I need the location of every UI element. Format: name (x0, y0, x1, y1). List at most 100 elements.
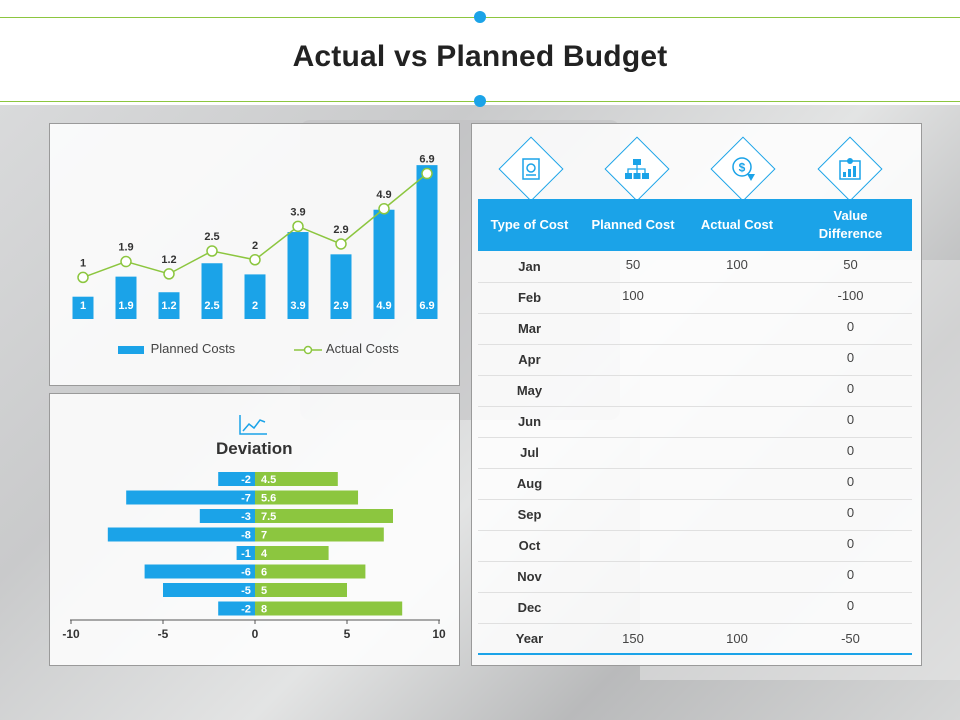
svg-text:$: $ (739, 161, 746, 175)
cell-type: Jan (518, 259, 541, 274)
deviation-x-tick-label: -5 (158, 627, 169, 641)
planned-bar-label: 2.9 (333, 300, 348, 312)
deviation-positive-bar (255, 527, 384, 542)
cell-planned (581, 468, 685, 499)
cell-actual (685, 313, 789, 344)
deviation-negative-label: -5 (241, 585, 251, 597)
money-document-glyph (522, 158, 540, 180)
deviation-negative-label: -6 (241, 567, 251, 579)
cell-type: Aug (516, 476, 543, 491)
deviation-positive-label: 8 (261, 604, 267, 616)
deviation-negative-label: -2 (241, 604, 251, 616)
actual-point-label: 6.9 (419, 154, 434, 166)
deviation-positive-label: 7 (261, 530, 267, 542)
cell-difference: 0 (846, 598, 855, 613)
cell-planned (581, 530, 685, 561)
table-row: Nov 0 (478, 561, 912, 593)
deviation-negative-bar (199, 509, 255, 523)
planned-bar (115, 276, 137, 319)
actual-point-label: 2 (252, 240, 258, 252)
deviation-negative-bar (126, 490, 255, 505)
deviation-positive-bar (255, 546, 329, 560)
cell-type: Oct (518, 538, 541, 553)
actual-point (292, 220, 304, 233)
planned-bar-label: 2.5 (204, 300, 219, 312)
cell-type: Jul (520, 445, 539, 460)
table-row: Jan 50 100 50 (478, 251, 912, 283)
cell-difference: -50 (841, 631, 860, 646)
deviation-negative-bar (236, 546, 255, 560)
header-actual-cost: Actual Cost (700, 217, 774, 232)
cell-planned: 100 (622, 288, 644, 303)
cell-type: Year (515, 631, 544, 646)
cell-actual (685, 344, 789, 375)
deviation-positive-label: 4 (261, 548, 268, 560)
table-row: Jun 0 (478, 406, 912, 438)
growth-chart-icon (817, 136, 883, 202)
planned-bar (158, 292, 180, 319)
table-row: Dec 0 (478, 592, 912, 624)
cell-actual (685, 530, 789, 561)
legend-planned: Planned Costs (118, 341, 235, 356)
actual-point-label: 1.2 (161, 254, 176, 266)
cell-actual: 100 (726, 631, 748, 646)
cell-planned: 150 (622, 631, 644, 646)
deviation-positive-label: 6 (261, 567, 267, 579)
deviation-x-tick-label: 5 (344, 627, 351, 641)
deviation-negative-label: -3 (241, 511, 251, 523)
deviation-negative-bar (144, 564, 255, 579)
table-row: Oct 0 (478, 530, 912, 562)
deviation-positive-label: 7.5 (261, 511, 276, 523)
cell-difference: -100 (837, 288, 864, 303)
table-row: Jul 0 (478, 437, 912, 469)
actual-point (378, 203, 390, 215)
planned-bar-label: 1.2 (161, 300, 176, 312)
table-row: Apr 0 (478, 344, 912, 376)
cell-planned (581, 406, 685, 437)
deviation-x-tick-label: -10 (62, 627, 80, 641)
cell-actual (685, 282, 789, 313)
legend-planned-label: Planned Costs (150, 341, 236, 356)
table-row: Year 150 100 -50 (478, 623, 912, 654)
deviation-title: Deviation (216, 439, 293, 458)
cell-type: Nov (517, 569, 542, 584)
legend-planned-swatch (118, 345, 144, 354)
cell-planned (581, 437, 685, 468)
actual-point-label: 4.9 (376, 189, 391, 201)
deviation-negative-label: -1 (241, 548, 251, 560)
cell-difference: 0 (846, 319, 855, 334)
table-row: Feb 100 -100 (478, 282, 912, 314)
deviation-x-tick-label: 0 (252, 627, 259, 641)
cell-type: Apr (518, 352, 541, 367)
cell-difference: 0 (846, 443, 855, 458)
cell-planned (581, 592, 685, 623)
deviation-x-tick-label: 10 (432, 627, 446, 641)
table-bottom-rule (478, 653, 912, 655)
cell-actual (685, 437, 789, 468)
cell-actual (685, 499, 789, 530)
cell-planned (581, 375, 685, 406)
table-row: May 0 (478, 375, 912, 407)
deviation-positive-bar (255, 583, 347, 597)
cell-planned (581, 344, 685, 375)
cell-actual (685, 406, 789, 437)
cell-actual (685, 561, 789, 592)
planned-bar (287, 232, 309, 319)
legend-actual-swatch (294, 345, 322, 354)
planned-bar (330, 254, 352, 319)
deviation-negative-label: -7 (241, 493, 251, 505)
money-document-icon (498, 136, 564, 202)
cell-planned (581, 313, 685, 344)
deviation-negative-bar (107, 527, 255, 542)
cell-difference: 0 (846, 567, 855, 582)
header-planned-cost: Planned Cost (591, 217, 675, 232)
cell-difference: 0 (846, 536, 855, 551)
cell-type: Sep (517, 507, 542, 522)
planned-bar-label: 3.9 (290, 300, 305, 312)
cell-actual (685, 592, 789, 623)
planned-bar-label: 1.9 (118, 300, 133, 312)
actual-point-label: 1 (80, 257, 86, 269)
table-row: Mar 0 (478, 313, 912, 345)
cell-difference: 0 (846, 474, 855, 489)
org-structure-icon (604, 136, 670, 202)
